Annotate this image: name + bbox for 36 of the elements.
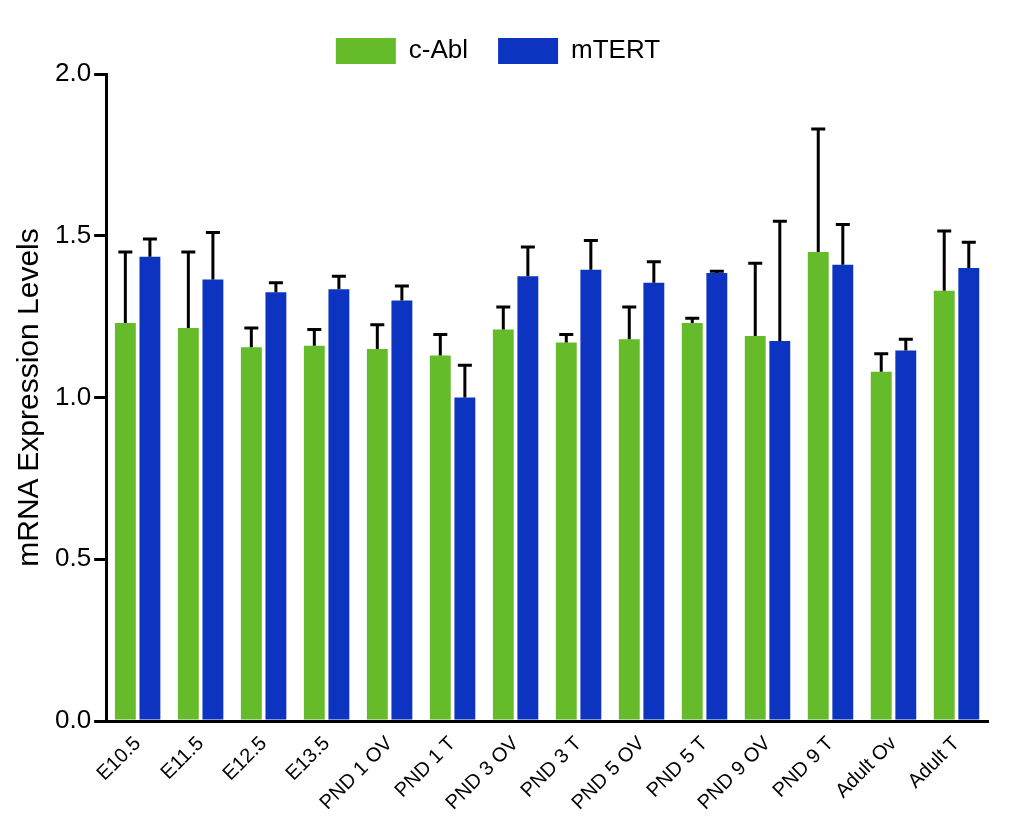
y-tick-label: 0.5 <box>54 542 92 573</box>
bar <box>933 290 955 720</box>
bar <box>958 268 980 720</box>
bar <box>681 323 703 720</box>
bar <box>618 339 640 720</box>
bar <box>706 272 728 720</box>
y-axis-title: mRNA Expression Levels <box>11 228 45 567</box>
legend-label: mTERT <box>571 34 661 65</box>
bar <box>580 269 602 720</box>
bar <box>177 327 199 720</box>
bar <box>391 300 413 720</box>
bar <box>429 355 451 720</box>
bar <box>303 345 325 720</box>
bar <box>744 336 766 720</box>
bar <box>492 329 514 720</box>
bar <box>517 276 539 720</box>
bar <box>454 397 476 720</box>
y-tick-label: 1.0 <box>54 380 92 411</box>
y-tick-label: 1.5 <box>54 218 92 249</box>
bar <box>366 348 388 720</box>
bar <box>832 264 854 720</box>
bar <box>202 279 224 720</box>
legend-label: c-Abl <box>408 34 469 65</box>
bar <box>895 350 917 720</box>
bar <box>807 251 829 720</box>
y-tick-label: 2.0 <box>54 57 92 88</box>
bar <box>870 371 892 720</box>
bar <box>114 323 136 720</box>
bar <box>555 342 577 720</box>
bar <box>265 292 287 720</box>
bar <box>139 256 161 720</box>
bar <box>328 289 350 720</box>
y-tick-label: 0.0 <box>54 704 92 735</box>
bar <box>240 347 262 720</box>
bar <box>643 282 665 720</box>
bar <box>769 340 791 720</box>
